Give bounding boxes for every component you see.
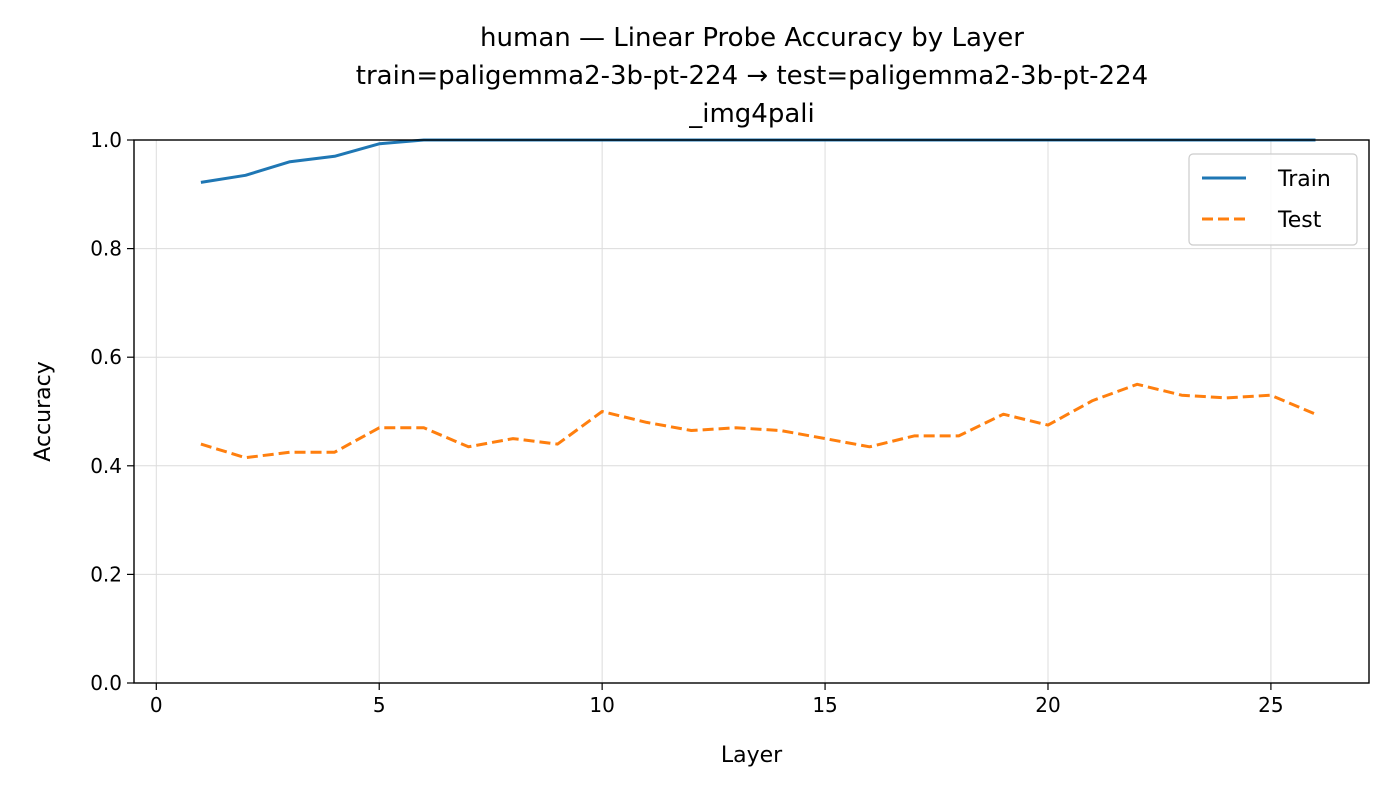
x-tick-label: 15 bbox=[812, 693, 837, 717]
legend-label-train: Train bbox=[1277, 167, 1331, 192]
series-line-train bbox=[200, 138, 1316, 184]
grid-lines bbox=[134, 139, 1369, 684]
x-tick-label: 25 bbox=[1258, 693, 1283, 717]
series-line-test bbox=[200, 382, 1317, 460]
chart-subtitle-line-2: _img4pali bbox=[688, 99, 814, 129]
x-tick-label: 10 bbox=[589, 693, 614, 717]
x-axis-label: Layer bbox=[721, 743, 783, 768]
x-axis: 0 5 10 15 20 25 bbox=[150, 683, 1284, 717]
x-tick-label: 20 bbox=[1035, 693, 1060, 717]
y-tick-label: 0.2 bbox=[90, 562, 122, 586]
y-tick-label: 0.8 bbox=[90, 237, 122, 261]
legend-label-test: Test bbox=[1277, 208, 1322, 233]
y-axis: 0.0 0.2 0.4 0.6 0.8 1.0 bbox=[90, 128, 134, 695]
x-tick-label: 0 bbox=[150, 693, 163, 717]
y-tick-label: 0.4 bbox=[90, 454, 122, 478]
chart-title: human — Linear Probe Accuracy by Layer bbox=[480, 23, 1024, 53]
chart-subtitle-line-1: train=paligemma2-3b-pt-224 → test=palige… bbox=[356, 61, 1148, 91]
x-tick-label: 5 bbox=[373, 693, 386, 717]
plot-frame bbox=[133, 139, 1370, 684]
series-layer bbox=[200, 138, 1317, 460]
legend-box bbox=[1188, 153, 1358, 246]
chart-title-group: human — Linear Probe Accuracy by Layer t… bbox=[356, 23, 1148, 129]
y-tick-label: 1.0 bbox=[90, 128, 122, 152]
legend: Train Test bbox=[1188, 153, 1358, 246]
y-tick-label: 0.0 bbox=[90, 671, 122, 695]
y-tick-label: 0.6 bbox=[90, 345, 122, 369]
y-axis-label: Accuracy bbox=[31, 361, 56, 461]
